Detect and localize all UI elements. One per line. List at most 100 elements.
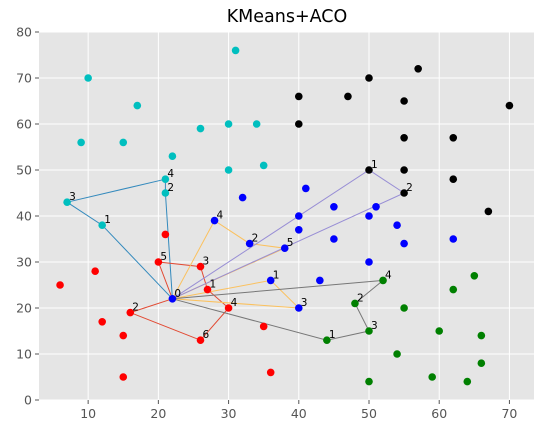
- grid: [39, 31, 534, 401]
- route-order-label: 5: [287, 237, 294, 249]
- data-point: [351, 299, 359, 308]
- data-point: [428, 373, 436, 381]
- data-point: [372, 203, 380, 211]
- x-tick-label: 50: [361, 406, 377, 421]
- route-order-label: 1: [329, 329, 336, 341]
- data-point: [224, 120, 233, 128]
- data-point: [259, 161, 268, 170]
- data-point: [266, 276, 275, 285]
- data-point: [91, 267, 99, 276]
- data-point: [449, 134, 458, 142]
- data-point: [238, 193, 247, 202]
- data-point: [400, 189, 408, 197]
- x-axis-ticks: 10 20 30 40 50 60 70: [80, 400, 517, 421]
- y-tick-label: 50: [16, 163, 32, 178]
- data-point: [400, 239, 408, 248]
- data-point: [126, 308, 135, 317]
- data-point: [168, 152, 177, 160]
- data-point: [224, 304, 233, 312]
- data-point: [56, 281, 64, 289]
- route-order-label: 2: [167, 182, 174, 194]
- data-point: [393, 350, 401, 358]
- route-order-label: 3: [69, 191, 76, 203]
- data-point: [161, 175, 170, 183]
- y-tick-label: 10: [16, 347, 32, 362]
- data-point: [196, 262, 205, 271]
- data-point: [119, 331, 128, 340]
- data-point: [365, 166, 373, 174]
- data-point: [154, 258, 163, 266]
- route-order-label: 1: [104, 214, 111, 226]
- data-point: [463, 377, 472, 386]
- route-order-label: 6: [202, 329, 209, 341]
- data-point: [294, 304, 303, 312]
- route-labels: 0 1 2 3 4 1 2 3 4 5 6 1 2 3 4 5 1 2 1 2 3 4: [69, 159, 413, 341]
- data-point: [484, 207, 493, 216]
- route-order-label: 3: [301, 297, 308, 309]
- data-point: [365, 74, 373, 82]
- route-line-2: [128, 261, 230, 341]
- data-point: [161, 189, 170, 197]
- data-point: [294, 226, 303, 234]
- data-point: [400, 97, 408, 105]
- data-point: [224, 166, 233, 174]
- data-point: [196, 124, 205, 133]
- data-point: [196, 336, 205, 345]
- data-point: [119, 373, 128, 381]
- data-point: [400, 134, 408, 142]
- route-order-label: 3: [202, 256, 209, 268]
- data-point: [294, 120, 303, 128]
- data-point: [330, 203, 338, 211]
- y-tick-label: 20: [16, 301, 32, 316]
- x-tick-label: 60: [431, 406, 447, 421]
- data-point: [323, 336, 331, 345]
- route-order-label: 4: [217, 210, 224, 222]
- data-point: [344, 92, 352, 101]
- data-point: [98, 221, 106, 229]
- data-point: [203, 285, 212, 294]
- route-order-label: 4: [231, 297, 238, 309]
- route-order-label: 1: [273, 269, 280, 281]
- data-point: [77, 138, 85, 147]
- route-order-label: 2: [132, 302, 139, 314]
- route-order-label: 3: [371, 320, 378, 332]
- data-point: [294, 92, 303, 101]
- y-tick-label: 30: [16, 255, 32, 270]
- route-order-label: 0: [174, 288, 181, 300]
- x-tick-label: 20: [150, 406, 166, 421]
- route-line-5: [172, 279, 385, 341]
- data-point: [449, 285, 458, 294]
- data-point: [302, 184, 310, 193]
- data-point: [470, 272, 479, 280]
- y-tick-label: 0: [24, 393, 32, 408]
- y-axis-ticks: 0 10 20 30 40 50 60 70 80: [16, 25, 39, 408]
- data-point: [365, 327, 373, 335]
- y-tick-label: 70: [16, 71, 32, 86]
- data-point: [210, 216, 219, 225]
- route-order-label: 2: [357, 292, 364, 304]
- data-point: [266, 368, 275, 377]
- x-tick-label: 70: [501, 406, 517, 421]
- route-line-1: [65, 178, 173, 300]
- points: [56, 46, 514, 386]
- data-point: [161, 230, 170, 239]
- data-point: [393, 221, 401, 229]
- data-point: [84, 74, 92, 82]
- route-order-label: 2: [406, 182, 413, 194]
- data-point: [365, 377, 373, 386]
- route-order-label: 1: [210, 279, 217, 291]
- y-tick-label: 60: [16, 117, 32, 132]
- y-tick-label: 40: [16, 209, 32, 224]
- data-point: [449, 175, 458, 183]
- y-tick-label: 80: [16, 25, 32, 40]
- route-order-label: 4: [167, 168, 174, 180]
- data-point: [98, 318, 106, 326]
- chart-title: KMeans+ACO: [227, 7, 348, 27]
- data-point: [294, 212, 303, 220]
- data-point: [231, 46, 240, 55]
- route-order-label: 1: [371, 159, 378, 171]
- data-point: [477, 331, 486, 340]
- data-point: [330, 235, 338, 243]
- data-point: [400, 304, 408, 312]
